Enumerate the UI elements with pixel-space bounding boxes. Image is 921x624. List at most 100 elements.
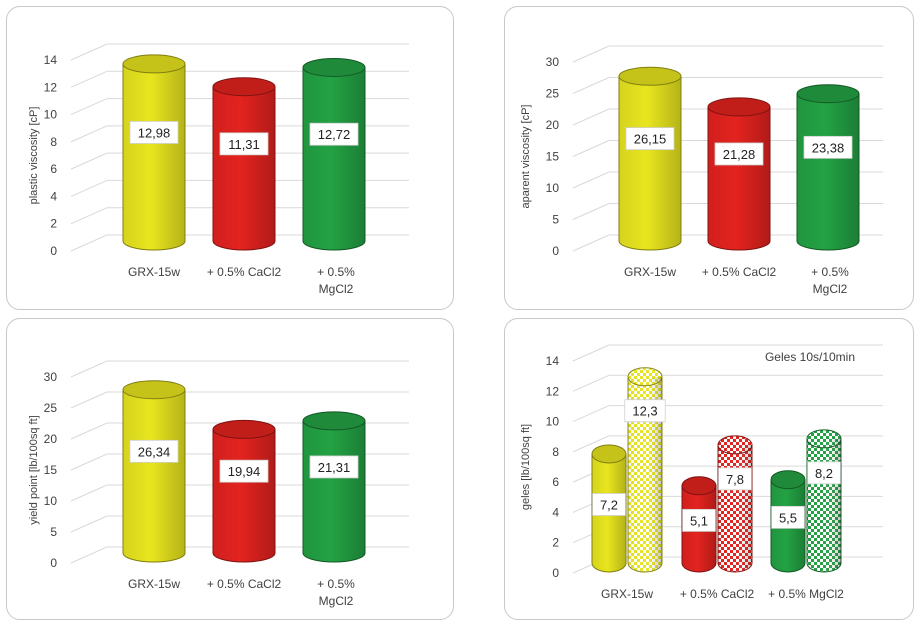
chart-panel-yield-point: 0 5 10 15 20 25 30 yield point [lb/100sq ft] 26,… bbox=[6, 318, 454, 620]
data-label: 21,31 bbox=[318, 460, 351, 475]
data-label-box bbox=[718, 467, 752, 491]
category-label: MgCl2 bbox=[813, 282, 848, 296]
y-tick-label: 8 bbox=[552, 445, 559, 459]
category-label: + 0.5% bbox=[811, 265, 849, 279]
y-axis-label: yield point [lb/100sq ft] bbox=[28, 415, 40, 524]
data-label: 8,2 bbox=[815, 466, 833, 481]
y-tick-label: 20 bbox=[546, 118, 560, 132]
gridline-depth bbox=[572, 344, 610, 362]
y-tick-label: 0 bbox=[50, 556, 57, 570]
y-tick-label: 10 bbox=[44, 494, 58, 508]
y-tick-label: 4 bbox=[552, 505, 559, 519]
y-tick-label: 12 bbox=[44, 80, 58, 94]
y-tick-label: 5 bbox=[50, 525, 57, 539]
data-label-box bbox=[129, 121, 179, 144]
y-tick-label: 10 bbox=[546, 415, 560, 429]
gridline-depth bbox=[70, 98, 108, 116]
gridline-depth bbox=[70, 179, 108, 197]
gridline-depth bbox=[70, 234, 108, 252]
bar-10min bbox=[806, 429, 842, 573]
gridline-depth bbox=[70, 360, 108, 378]
gridline-depth bbox=[70, 422, 108, 440]
bar-shade bbox=[718, 444, 752, 572]
gridline-depth bbox=[70, 207, 108, 225]
category-label: + 0.5% CaCl2 bbox=[207, 577, 282, 591]
chart-svg: 0 5 10 15 20 25 30 yield point [lb/100sq ft] 26,… bbox=[28, 360, 409, 608]
bar-10min bbox=[627, 367, 663, 573]
data-label: 12,3 bbox=[632, 404, 657, 419]
data-label-box bbox=[309, 455, 359, 479]
data-label: 23,38 bbox=[812, 140, 845, 155]
data-label-box bbox=[219, 132, 269, 156]
category-label: + 0.5% MgCl2 bbox=[768, 587, 844, 601]
bar bbox=[618, 66, 682, 251]
bar bbox=[122, 380, 186, 563]
gridline-depth bbox=[572, 108, 610, 126]
gridline-depth bbox=[70, 515, 108, 533]
bar-10min bbox=[717, 435, 753, 573]
y-tick-label: 2 bbox=[50, 217, 57, 231]
data-label-box bbox=[803, 135, 853, 159]
category-label: GRX-15w bbox=[601, 587, 653, 601]
category-label: + 0.5% bbox=[317, 577, 355, 591]
y-tick-label: 2 bbox=[552, 536, 559, 550]
y-axis-label: aparent viscosity [cP] bbox=[520, 105, 532, 209]
category-label: MgCl2 bbox=[319, 594, 354, 608]
y-tick-label: 30 bbox=[546, 55, 560, 69]
chart-panel-geles: 0 2 4 6 8 10 12 14 geles [lb/100sq ft] Geles 10s/… bbox=[504, 318, 914, 620]
bar bbox=[212, 77, 276, 251]
y-tick-label: 14 bbox=[546, 354, 560, 368]
data-label: 19,94 bbox=[228, 464, 261, 479]
bar bbox=[212, 419, 276, 563]
y-axis-label: geles [lb/100sq ft] bbox=[520, 424, 532, 510]
gridline-depth bbox=[572, 435, 610, 453]
y-tick-label: 15 bbox=[546, 150, 560, 164]
y-tick-label: 25 bbox=[44, 401, 58, 415]
gridline-depth bbox=[70, 70, 108, 88]
chart-svg: 0 2 4 6 8 10 12 14 plastic viscosity [cP] 12,98 11… bbox=[28, 43, 409, 296]
gridline-depth bbox=[572, 234, 610, 252]
category-label: + 0.5% CaCl2 bbox=[680, 587, 755, 601]
data-label: 12,98 bbox=[138, 125, 171, 140]
data-label-box bbox=[309, 122, 359, 146]
data-label-box bbox=[682, 508, 716, 532]
chart-panel-plastic-viscosity: 0 2 4 6 8 10 12 14 plastic viscosity [cP] 12,98 11… bbox=[6, 6, 454, 310]
bar-shade bbox=[628, 376, 662, 572]
data-label-box bbox=[219, 459, 269, 483]
y-axis-label: plastic viscosity [cP] bbox=[28, 107, 40, 205]
data-label-box bbox=[807, 461, 841, 485]
y-tick-label: 15 bbox=[44, 463, 58, 477]
category-label: GRX-15w bbox=[128, 265, 180, 279]
category-label: GRX-15w bbox=[128, 577, 180, 591]
chart-title: Geles 10s/10min bbox=[765, 350, 855, 364]
category-label: GRX-15w bbox=[624, 265, 676, 279]
category-label: + 0.5% bbox=[317, 265, 355, 279]
y-tick-label: 0 bbox=[552, 244, 559, 258]
gridline-depth bbox=[572, 45, 610, 63]
gridline-depth bbox=[572, 171, 610, 189]
chart-svg: 0 5 10 15 20 25 30 aparent viscosity [cP] 26,15 2… bbox=[520, 45, 883, 296]
chart-svg: 0 2 4 6 8 10 12 14 geles [lb/100sq ft] Geles 10s/… bbox=[520, 344, 883, 601]
data-label: 11,31 bbox=[228, 137, 260, 152]
gridline-depth bbox=[70, 152, 108, 170]
bar bbox=[302, 411, 366, 563]
data-label-box bbox=[624, 399, 666, 423]
data-label: 12,72 bbox=[318, 127, 351, 142]
gridline-depth bbox=[572, 140, 610, 157]
y-tick-label: 12 bbox=[546, 384, 560, 398]
gridline-depth bbox=[572, 203, 610, 220]
data-label: 26,34 bbox=[138, 444, 171, 459]
data-label: 7,2 bbox=[600, 497, 618, 512]
bar bbox=[122, 54, 186, 251]
data-label: 7,8 bbox=[726, 472, 744, 487]
data-label: 5,1 bbox=[690, 513, 708, 528]
data-label-box bbox=[592, 493, 626, 516]
category-label: + 0.5% CaCl2 bbox=[207, 265, 282, 279]
data-label: 5,5 bbox=[779, 510, 797, 525]
y-tick-label: 4 bbox=[50, 189, 57, 203]
gridline-depth bbox=[70, 391, 108, 409]
y-tick-label: 10 bbox=[546, 181, 560, 195]
category-label: MgCl2 bbox=[319, 282, 354, 296]
data-label-box bbox=[771, 505, 805, 529]
gridline-depth bbox=[70, 546, 108, 564]
